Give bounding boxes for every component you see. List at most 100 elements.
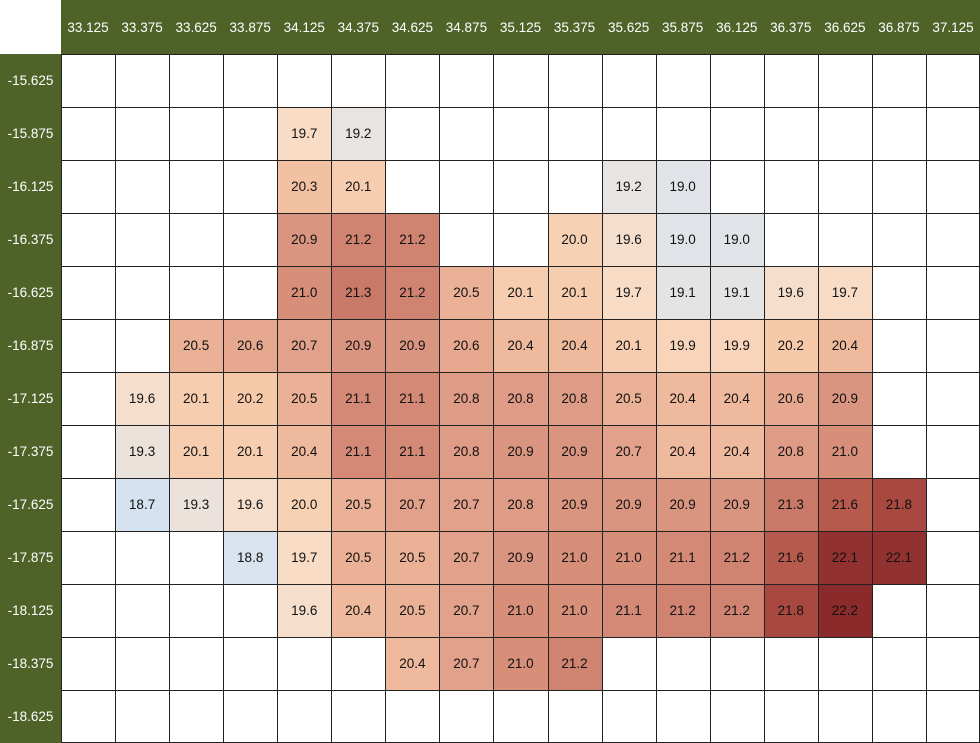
heatmap-cell: 19.6 xyxy=(223,478,278,531)
x-tick-label: 34.375 xyxy=(337,19,379,35)
x-tick-label: 33.875 xyxy=(229,19,271,35)
gridline-vertical xyxy=(439,54,440,743)
heatmap-cell: 18.7 xyxy=(115,478,170,531)
heatmap-cell: 21.2 xyxy=(547,637,602,690)
gridline-horizontal xyxy=(61,531,980,532)
heatmap-cell: 20.9 xyxy=(277,213,332,266)
gridline-horizontal xyxy=(61,372,980,373)
gridline-vertical xyxy=(872,54,873,743)
x-tick-label: 35.875 xyxy=(662,19,704,35)
gridline-vertical xyxy=(223,54,224,743)
heatmap-cell: 20.0 xyxy=(547,213,602,266)
gridline-vertical xyxy=(710,54,711,743)
gridline-vertical xyxy=(656,54,657,743)
heatmap-cell: 21.1 xyxy=(655,531,710,584)
heatmap-cell: 20.6 xyxy=(763,372,818,425)
gridline-horizontal xyxy=(61,266,980,267)
heatmap-cell: 20.5 xyxy=(331,478,386,531)
heatmap-cell: 20.8 xyxy=(763,425,818,478)
x-tick-label: 35.125 xyxy=(499,19,542,35)
heatmap-cell: 19.7 xyxy=(277,531,332,584)
heatmap-cell: 20.4 xyxy=(547,319,602,372)
gridline-vertical xyxy=(548,54,549,743)
heatmap-cell: 20.6 xyxy=(439,319,494,372)
heatmap-cell: 21.8 xyxy=(871,478,926,531)
heatmap-cell: 20.9 xyxy=(709,478,764,531)
heatmap-cell: 20.7 xyxy=(439,478,494,531)
x-tick-label: 33.375 xyxy=(121,19,163,35)
gridline-vertical xyxy=(331,54,332,743)
x-tick-label: 33.125 xyxy=(67,19,109,35)
heatmap-cell: 21.0 xyxy=(547,531,602,584)
heatmap-cell: 19.6 xyxy=(277,584,332,637)
heatmap-cell: 21.1 xyxy=(331,372,386,425)
heatmap-cell: 21.2 xyxy=(385,213,440,266)
heatmap-cell: 19.3 xyxy=(169,478,224,531)
y-tick-label: -15.625 xyxy=(7,73,54,88)
heatmap-cell: 19.1 xyxy=(655,266,710,319)
gridline-vertical xyxy=(926,54,927,743)
heatmap-cell: 20.8 xyxy=(493,478,548,531)
gridline-vertical xyxy=(764,54,765,743)
heatmap-cell: 20.0 xyxy=(277,478,332,531)
heatmap-cell: 19.6 xyxy=(763,266,818,319)
row-header-band xyxy=(0,54,61,743)
heatmap-cell: 20.9 xyxy=(655,478,710,531)
heatmap-cell: 20.4 xyxy=(493,319,548,372)
gridline-horizontal xyxy=(61,478,980,479)
heatmap-cell: 20.1 xyxy=(493,266,548,319)
heatmap-cell: 21.8 xyxy=(763,584,818,637)
heatmap-cell: 20.1 xyxy=(223,425,278,478)
heatmap-cell: 20.4 xyxy=(817,319,872,372)
heatmap-cell: 19.0 xyxy=(709,213,764,266)
heatmap-cell: 22.2 xyxy=(817,584,872,637)
heatmap-cell: 19.6 xyxy=(601,213,656,266)
heatmap-cell: 19.7 xyxy=(817,266,872,319)
heatmap-cell: 21.2 xyxy=(709,584,764,637)
heatmap-cell: 20.4 xyxy=(709,372,764,425)
heatmap-cell: 20.1 xyxy=(601,319,656,372)
gridline-horizontal xyxy=(61,107,980,108)
heatmap-cell: 21.6 xyxy=(817,478,872,531)
heatmap-cell: 22.1 xyxy=(817,531,872,584)
gridline-vertical xyxy=(169,54,170,743)
heatmap-cell: 21.2 xyxy=(709,531,764,584)
heatmap-cell: 20.5 xyxy=(601,372,656,425)
gridline-vertical xyxy=(277,54,278,743)
heatmap-cell: 19.9 xyxy=(655,319,710,372)
heatmap-cell: 22.1 xyxy=(871,531,926,584)
heatmap-cell: 21.3 xyxy=(763,478,818,531)
y-tick-label: -16.625 xyxy=(7,285,54,300)
heatmap-cell: 20.8 xyxy=(439,372,494,425)
y-tick-label: -17.625 xyxy=(7,497,54,512)
heatmap-cell: 20.4 xyxy=(277,425,332,478)
heatmap-cell: 20.9 xyxy=(817,372,872,425)
heatmap-cell: 20.3 xyxy=(277,160,332,213)
heatmap-cell: 21.0 xyxy=(601,531,656,584)
heatmap-cell: 20.1 xyxy=(169,372,224,425)
heatmap-cell: 20.9 xyxy=(385,319,440,372)
x-tick-label: 36.375 xyxy=(770,19,812,35)
heatmap-cell: 20.9 xyxy=(493,425,548,478)
gridline-vertical xyxy=(115,54,116,743)
heatmap-cell: 20.7 xyxy=(439,531,494,584)
heatmap-cell: 20.7 xyxy=(439,637,494,690)
heatmap-cell: 20.9 xyxy=(547,425,602,478)
y-tick-label: -18.375 xyxy=(7,656,54,671)
heatmap-cell: 20.7 xyxy=(439,584,494,637)
heatmap-cell: 20.8 xyxy=(439,425,494,478)
heatmap-cell: 20.9 xyxy=(547,478,602,531)
x-tick-label: 37.125 xyxy=(932,19,974,35)
gridline-vertical xyxy=(818,54,819,743)
heatmap-cell: 20.4 xyxy=(655,425,710,478)
gridline-horizontal xyxy=(61,425,980,426)
y-tick-label: -17.875 xyxy=(7,550,54,565)
heatmap-cell: 19.2 xyxy=(331,107,386,160)
heatmap-cell: 21.0 xyxy=(277,266,332,319)
heatmap-cell: 20.1 xyxy=(169,425,224,478)
heatmap-cell: 21.2 xyxy=(331,213,386,266)
heatmap-cell: 20.2 xyxy=(223,372,278,425)
gridline-vertical xyxy=(385,54,386,743)
x-tick-label: 36.875 xyxy=(878,19,920,35)
heatmap-cell: 21.1 xyxy=(385,425,440,478)
